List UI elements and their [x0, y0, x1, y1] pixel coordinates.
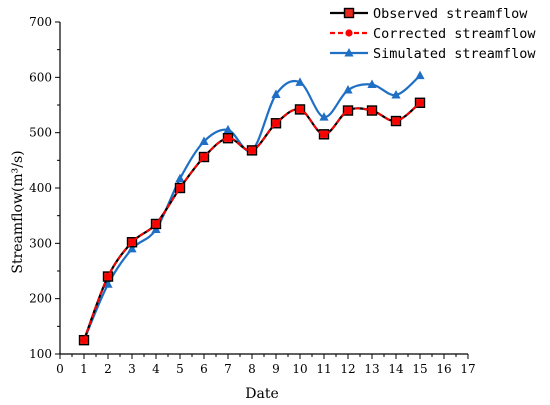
legend-label: Observed streamflow [373, 6, 528, 22]
legend-item: Observed streamflow [330, 6, 528, 22]
data-point [152, 220, 160, 228]
y-tick-label: 100 [29, 347, 52, 361]
data-point [224, 134, 232, 142]
data-point [272, 119, 280, 127]
data-point [248, 146, 256, 154]
y-tick-label: 600 [29, 70, 52, 84]
y-tick-label: 400 [29, 181, 52, 195]
y-tick-label: 500 [29, 126, 52, 140]
x-tick-label: 13 [364, 362, 379, 376]
y-tick-label: 200 [29, 292, 52, 306]
data-point [128, 238, 136, 246]
x-tick-label: 12 [340, 362, 355, 376]
legend-label: Simulated streamflow [373, 46, 536, 62]
x-axis-title: Date [245, 386, 278, 402]
x-tick-label: 0 [56, 362, 64, 376]
series-corrected-streamflow [80, 99, 424, 344]
data-point [127, 243, 137, 253]
data-point [368, 106, 376, 115]
data-point [80, 336, 88, 344]
data-point [103, 279, 113, 288]
y-tick-label: 300 [29, 236, 52, 250]
data-point [104, 272, 112, 281]
axes: 0 1 2 3 4 5 6 7 8 9 10 11 12 13 14 15 16 1710020030040050… [29, 15, 476, 376]
data-point [223, 124, 233, 134]
legend-marker [343, 7, 355, 19]
legend-item: Corrected streamflow [330, 26, 536, 42]
legend-item: Simulated streamflow [330, 46, 536, 62]
data-point [199, 136, 209, 146]
legend: Observed streamflow Corrected streamflow S… [330, 6, 536, 62]
data-point [343, 85, 353, 94]
x-tick-label: 10 [292, 362, 307, 376]
data-point [367, 79, 377, 89]
x-tick-label: 3 [128, 362, 136, 376]
x-tick-label: 6 [200, 362, 208, 376]
data-point [175, 173, 185, 183]
x-tick-label: 4 [152, 362, 160, 376]
series-line [83, 101, 421, 341]
x-tick-label: 15 [412, 362, 427, 376]
data-point [344, 106, 352, 115]
series-layer [78, 70, 426, 346]
x-tick-label: 17 [460, 362, 475, 376]
legend-marker [345, 29, 353, 37]
y-axis-title: Streamflow(m³/s) [10, 150, 26, 273]
series-observed-streamflow [78, 97, 426, 346]
data-point [271, 89, 281, 98]
data-point [296, 105, 304, 114]
x-tick-label: 9 [272, 362, 280, 376]
x-tick-label: 2 [104, 362, 112, 376]
data-point [416, 99, 424, 107]
data-point [392, 117, 400, 125]
data-point [415, 70, 425, 80]
x-tick-label: 7 [224, 362, 232, 376]
data-point [295, 77, 305, 86]
data-point [320, 130, 328, 138]
legend-marker [344, 48, 354, 57]
x-tick-label: 5 [176, 362, 184, 376]
x-tick-label: 8 [248, 362, 256, 376]
x-tick-label: 16 [436, 362, 451, 376]
x-tick-label: 1 [80, 362, 88, 376]
series-line [82, 101, 421, 341]
x-tick-label: 14 [388, 362, 404, 376]
data-point [391, 90, 401, 99]
data-point [200, 153, 208, 161]
data-point [176, 184, 184, 192]
data-point [319, 112, 329, 121]
x-tick-label: 11 [316, 362, 331, 376]
y-tick-label: 700 [29, 15, 52, 29]
legend-label: Corrected streamflow [373, 26, 536, 42]
